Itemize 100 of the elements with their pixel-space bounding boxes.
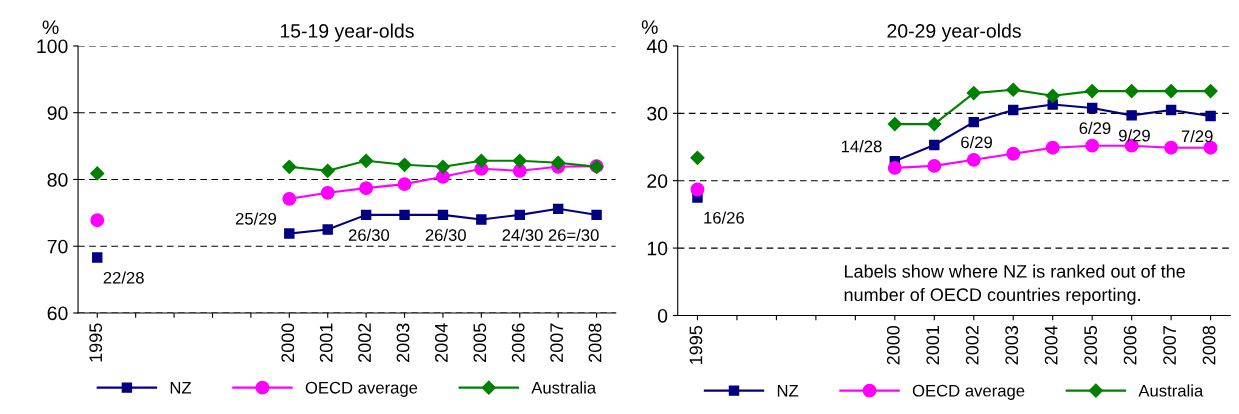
y-tick-label: 100 xyxy=(37,39,68,54)
annotation: 7/29 xyxy=(1181,129,1213,143)
point xyxy=(282,159,297,174)
x-tick-label: 2001 xyxy=(926,326,940,365)
x-tick-label: 2002 xyxy=(358,323,371,362)
point xyxy=(1086,102,1098,114)
y-tick-label: 60 xyxy=(47,306,68,321)
y-tick-label: 30 xyxy=(647,106,668,121)
point xyxy=(92,252,103,263)
point xyxy=(1205,110,1216,122)
x-tick-label: 2004 xyxy=(435,323,448,362)
x-tick-label: 2000 xyxy=(886,325,900,365)
y-axis-title: % xyxy=(42,20,59,35)
x-tick-label: 2004 xyxy=(1044,325,1058,365)
point xyxy=(435,159,451,174)
y-tick-label: 90 xyxy=(47,106,68,120)
point xyxy=(1203,84,1218,99)
annotation: 16/26 xyxy=(704,211,744,224)
annotation: 26/30 xyxy=(425,228,466,241)
point xyxy=(322,224,333,235)
legend-label: OECD average xyxy=(305,381,418,397)
point xyxy=(397,177,412,192)
x-tick-label: 2005 xyxy=(473,323,487,362)
x-tick-label: 2003 xyxy=(1005,325,1019,365)
x-tick-label: 2002 xyxy=(965,326,979,365)
annotation: 25/29 xyxy=(235,212,277,225)
x-tick-label: 2008 xyxy=(1202,325,1216,365)
point xyxy=(320,185,335,200)
point xyxy=(591,209,602,221)
point xyxy=(1006,82,1021,97)
point xyxy=(284,228,295,239)
x-tick-label: 2008 xyxy=(588,323,602,362)
point xyxy=(929,139,940,151)
point xyxy=(320,163,335,178)
point xyxy=(887,160,902,175)
point xyxy=(1126,110,1137,121)
point xyxy=(397,157,412,172)
x-tick-label: 1995 xyxy=(89,323,103,362)
point xyxy=(512,153,527,168)
point xyxy=(887,117,902,132)
point xyxy=(966,86,981,101)
annotation: Labels show where NZ is ranked out of the number of OECD countries reporting. xyxy=(844,264,1185,305)
point xyxy=(551,155,566,170)
y-tick-label: 70 xyxy=(47,239,68,254)
point xyxy=(690,182,705,197)
annotation: 26=/30 xyxy=(548,228,599,241)
y-tick-label: 20 xyxy=(647,174,668,188)
x-tick-label: 2000 xyxy=(281,323,295,362)
point xyxy=(1008,104,1019,116)
x-tick-label: 2001 xyxy=(319,323,333,362)
y-tick-label: 80 xyxy=(47,172,68,187)
point xyxy=(1124,84,1139,99)
legend-label: NZ xyxy=(170,382,192,394)
point xyxy=(1165,104,1177,116)
annotation: 14/28 xyxy=(841,140,882,153)
point xyxy=(927,117,942,132)
point xyxy=(359,153,374,168)
point xyxy=(359,181,374,196)
point xyxy=(474,153,489,168)
point xyxy=(476,214,487,225)
annotation: 26/30 xyxy=(348,228,390,241)
annotation: 24/30 xyxy=(502,228,543,241)
legend-label: Australia xyxy=(531,381,597,394)
point xyxy=(360,209,372,221)
point xyxy=(1045,88,1060,103)
chart-title: 20-29 year-olds xyxy=(887,23,1021,42)
point xyxy=(90,213,105,228)
point xyxy=(514,209,525,221)
point xyxy=(437,209,449,221)
point xyxy=(552,203,564,215)
point xyxy=(1085,84,1100,99)
chart-title: 15-19 year-olds xyxy=(280,23,414,42)
annotation: 6/29 xyxy=(1079,121,1111,135)
point xyxy=(90,166,105,181)
legend-label: NZ xyxy=(777,384,799,397)
point xyxy=(1164,140,1179,155)
point xyxy=(1164,84,1179,99)
point xyxy=(1006,146,1021,161)
annotation: 6/29 xyxy=(961,135,992,149)
point xyxy=(690,150,705,165)
x-tick-label: 2007 xyxy=(1163,326,1176,365)
point xyxy=(1085,138,1100,153)
x-tick-label: 1995 xyxy=(689,325,703,364)
legend-label: Australia xyxy=(1138,384,1204,397)
x-tick-label: 2006 xyxy=(511,323,525,362)
x-tick-label: 2003 xyxy=(396,323,410,362)
y-tick-label: 10 xyxy=(647,241,668,256)
x-tick-label: 2005 xyxy=(1084,325,1098,365)
y-tick-label: 40 xyxy=(646,39,668,54)
x-tick-label: 2007 xyxy=(550,323,564,362)
x-tick-label: 2006 xyxy=(1123,325,1137,365)
point xyxy=(966,152,981,167)
legend-label: OECD average xyxy=(912,384,1025,400)
point xyxy=(968,116,979,128)
point xyxy=(1045,140,1060,155)
point xyxy=(399,209,410,221)
annotation: 22/28 xyxy=(103,271,144,284)
point xyxy=(282,191,297,206)
point xyxy=(927,158,942,173)
y-axis-title: % xyxy=(641,20,658,34)
